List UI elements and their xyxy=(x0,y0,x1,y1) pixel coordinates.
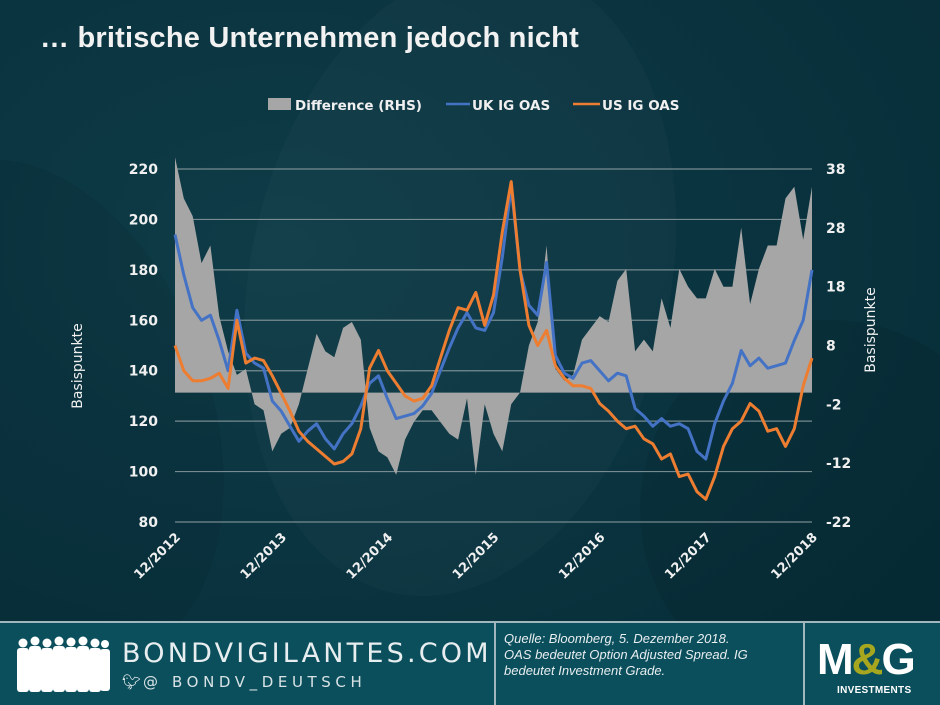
mg-investments-logo: M&G INVESTMENTS xyxy=(815,635,930,701)
y-tick-right: 28 xyxy=(826,221,845,237)
x-tick: 12/2018 xyxy=(768,530,820,582)
x-tick: 12/2013 xyxy=(238,530,290,582)
source-line: Quelle: Bloomberg, 5. Dezember 2018. xyxy=(504,631,730,646)
series-lines xyxy=(173,180,814,501)
twitter-handle: 🐦︎ @ BONDV_DEUTSCH xyxy=(122,673,366,691)
y-tick-left: 100 xyxy=(129,465,158,481)
x-tick: 12/2015 xyxy=(450,530,502,582)
y-axis-label-left: Basispunkte xyxy=(70,323,86,409)
y-tick-right: 38 xyxy=(826,162,845,178)
x-tick: 12/2016 xyxy=(556,530,608,582)
legend-label-us: US IG OAS xyxy=(602,98,679,114)
twitter-bird-icon: 🐦︎ xyxy=(122,673,142,691)
x-tick: 12/2014 xyxy=(344,530,396,582)
y-tick-left: 160 xyxy=(129,313,158,329)
handle-text: BONDV_DEUTSCH xyxy=(172,673,367,691)
legend-label-uk: UK IG OAS xyxy=(472,98,550,114)
y-axis-label-right: Basispunkte xyxy=(863,287,879,373)
y-tick-left: 140 xyxy=(129,364,158,380)
y-axis-right: -22 -12 -2 8 18 28 38 xyxy=(826,162,851,531)
source-note: Quelle: Bloomberg, 5. Dezember 2018. OAS… xyxy=(504,631,794,679)
logo-main: M&G xyxy=(817,635,916,684)
chart: Difference (RHS) UK IG OAS US IG OAS 801… xyxy=(70,98,879,583)
x-tick: 12/2017 xyxy=(662,530,714,582)
y-tick-left: 220 xyxy=(129,162,158,178)
people-silhouette-icon xyxy=(17,636,110,692)
legend-swatch-difference xyxy=(268,98,291,110)
footer-divider xyxy=(494,623,496,705)
y-tick-right: 8 xyxy=(826,339,836,355)
legend: Difference (RHS) UK IG OAS US IG OAS xyxy=(268,98,679,114)
legend-label-difference: Difference (RHS) xyxy=(295,98,422,114)
logo-sub: INVESTMENTS xyxy=(837,685,912,696)
y-tick-right: -12 xyxy=(826,456,851,472)
slide-title: … britische Unternehmen jedoch nicht xyxy=(40,22,579,54)
y-tick-left: 200 xyxy=(129,212,158,228)
source-line: bedeutet Investment Grade. xyxy=(504,663,666,678)
footer: BONDVIGILANTES.COM 🐦︎ @ BONDV_DEUTSCH Que… xyxy=(0,621,940,705)
y-tick-left: 80 xyxy=(139,515,159,531)
brand-name: BONDVIGILANTES.COM xyxy=(122,638,492,669)
y-axis-left: 80 100 120 140 160 180 200 220 xyxy=(129,162,158,531)
y-tick-left: 120 xyxy=(129,414,158,430)
footer-divider xyxy=(803,623,805,705)
x-axis: 12/2012 12/2013 12/2014 12/2015 12/2016 12/20… xyxy=(131,530,820,582)
difference-area xyxy=(175,157,812,475)
y-tick-right: -2 xyxy=(826,397,842,413)
y-tick-right: 18 xyxy=(826,280,845,296)
y-tick-right: -22 xyxy=(826,515,851,531)
y-tick-left: 180 xyxy=(129,263,158,279)
source-line: OAS bedeutet Option Adjusted Spread. IG xyxy=(504,647,748,662)
x-tick: 12/2012 xyxy=(131,530,183,582)
handle-prefix: @ xyxy=(143,673,163,691)
